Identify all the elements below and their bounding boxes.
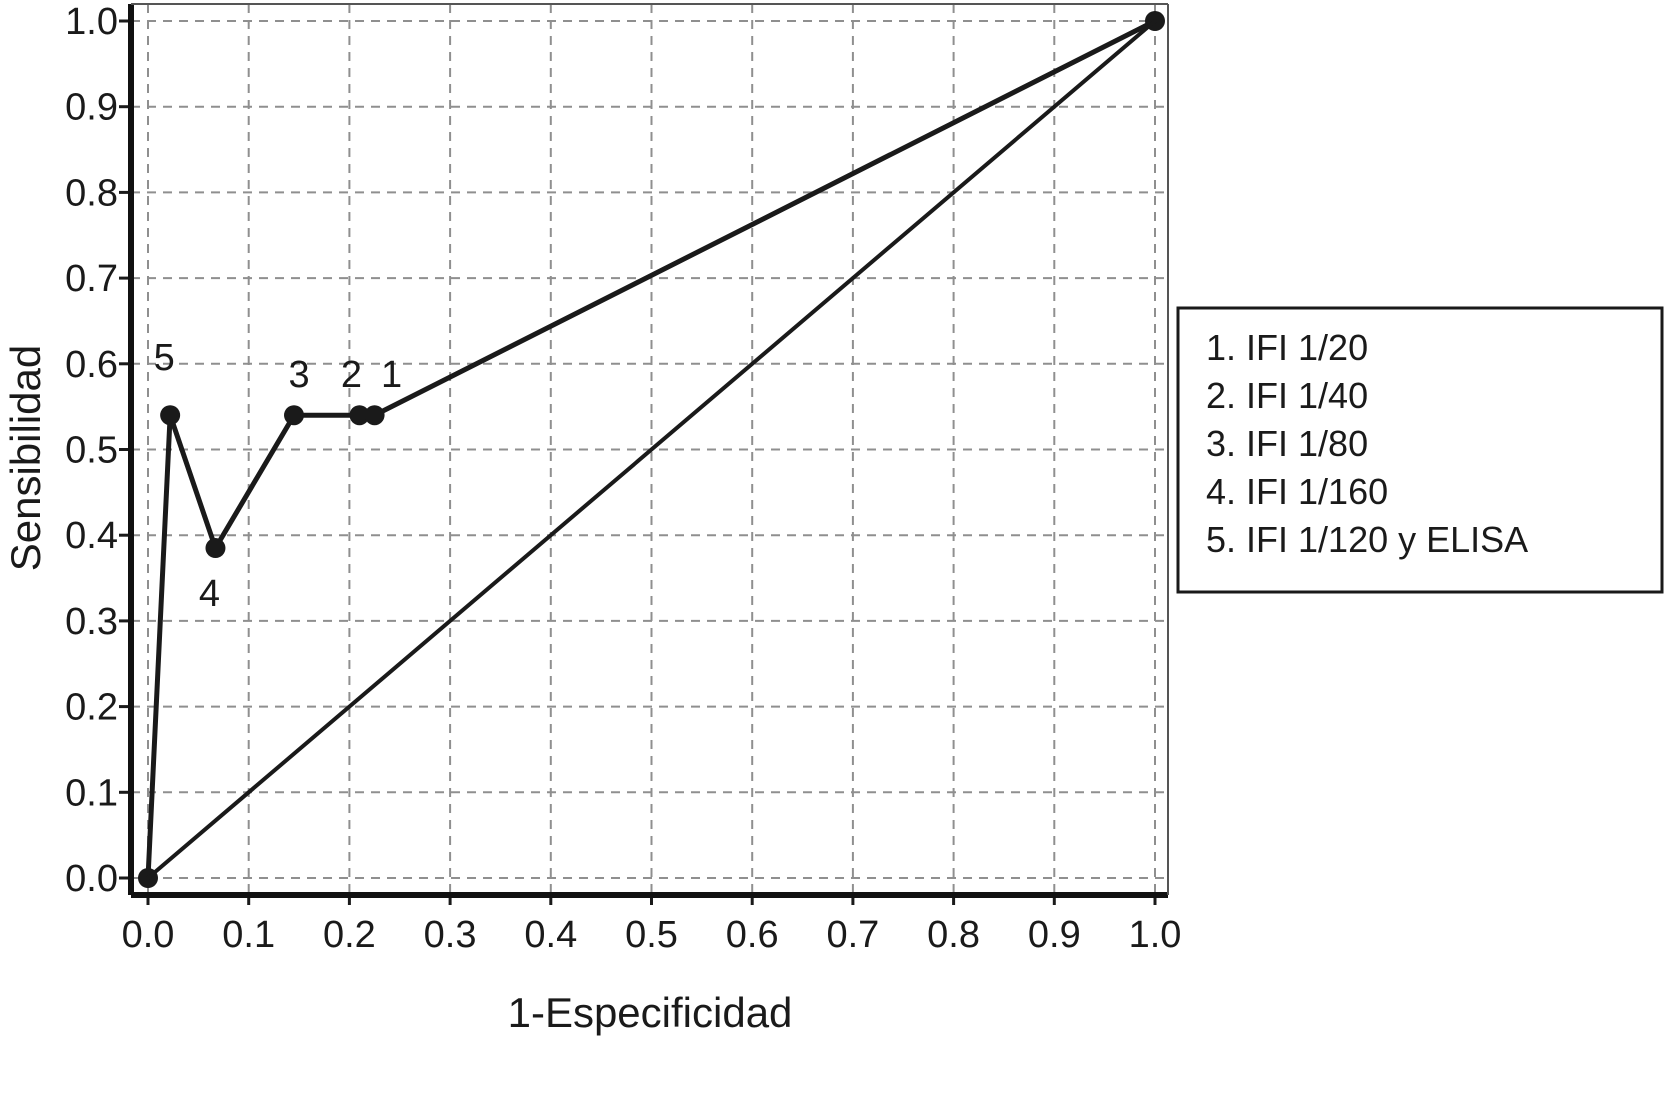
legend-item-4: 4. IFI 1/160 — [1206, 471, 1388, 512]
axes — [119, 3, 1169, 905]
y-tick-label: 0.4 — [65, 515, 118, 557]
series — [138, 11, 1165, 888]
x-tick-label: 0.4 — [524, 914, 577, 956]
point-label-4: 4 — [199, 573, 220, 615]
legend: 1. IFI 1/20 2. IFI 1/40 3. IFI 1/80 4. I… — [1176, 306, 1664, 594]
y-tick-label: 0.9 — [65, 87, 118, 129]
y-tick-label: 0.5 — [65, 430, 118, 472]
tick-labels: 0.0 0.1 0.2 0.3 0.4 0.5 0.6 0.7 0.8 0.9 1.0 0.0 0.1 0… — [65, 1, 1181, 956]
y-tick-label: 0.7 — [65, 258, 118, 300]
legend-item-2: 2. IFI 1/40 — [1206, 375, 1368, 416]
series-1-point-2 — [160, 405, 181, 426]
y-tick-label: 0.6 — [65, 344, 118, 386]
legend-item-5: 5. IFI 1/120 y ELISA — [1206, 519, 1528, 560]
y-tick-label: 0.3 — [65, 601, 118, 643]
point-labels: 123 4 5 — [154, 337, 403, 615]
point-label-1: 1 — [381, 354, 402, 396]
point-label-5: 5 — [154, 337, 175, 379]
x-tick-label: 0.1 — [222, 914, 275, 956]
y-tick-label: 0.0 — [65, 858, 118, 900]
x-tick-label: 0.6 — [726, 914, 779, 956]
x-tick-label: 0.3 — [424, 914, 477, 956]
series-1-point-6 — [364, 405, 385, 426]
y-tick-label: 0.8 — [65, 172, 118, 214]
x-tick-label: 0.2 — [323, 914, 376, 956]
x-tick-label: 0.7 — [826, 914, 879, 956]
y-axis-title: Sensibilidad — [2, 345, 49, 572]
y-tick-label: 1.0 — [65, 1, 118, 43]
legend-item-3: 3. IFI 1/80 — [1206, 423, 1368, 464]
x-axis-title: 1-Especificidad — [508, 989, 793, 1036]
series-2-line — [146, 19, 1157, 880]
series-1-point-4 — [284, 405, 305, 426]
y-tick-label: 0.1 — [65, 772, 118, 814]
x-tick-label: 0.8 — [927, 914, 980, 956]
series-1-point-3 — [205, 538, 226, 559]
point-label-2: 2 — [341, 354, 362, 396]
legend-item-1: 1. IFI 1/20 — [1206, 327, 1368, 368]
x-tick-label: 0.5 — [625, 914, 678, 956]
x-tick-label: 1.0 — [1129, 914, 1182, 956]
y-tick-label: 0.2 — [65, 687, 118, 729]
legend-box — [1176, 306, 1664, 594]
series-1-point-5 — [349, 405, 370, 426]
point-label-3: 3 — [288, 354, 309, 396]
x-tick-label: 0.9 — [1028, 914, 1081, 956]
x-tick-label: 0.0 — [122, 914, 175, 956]
